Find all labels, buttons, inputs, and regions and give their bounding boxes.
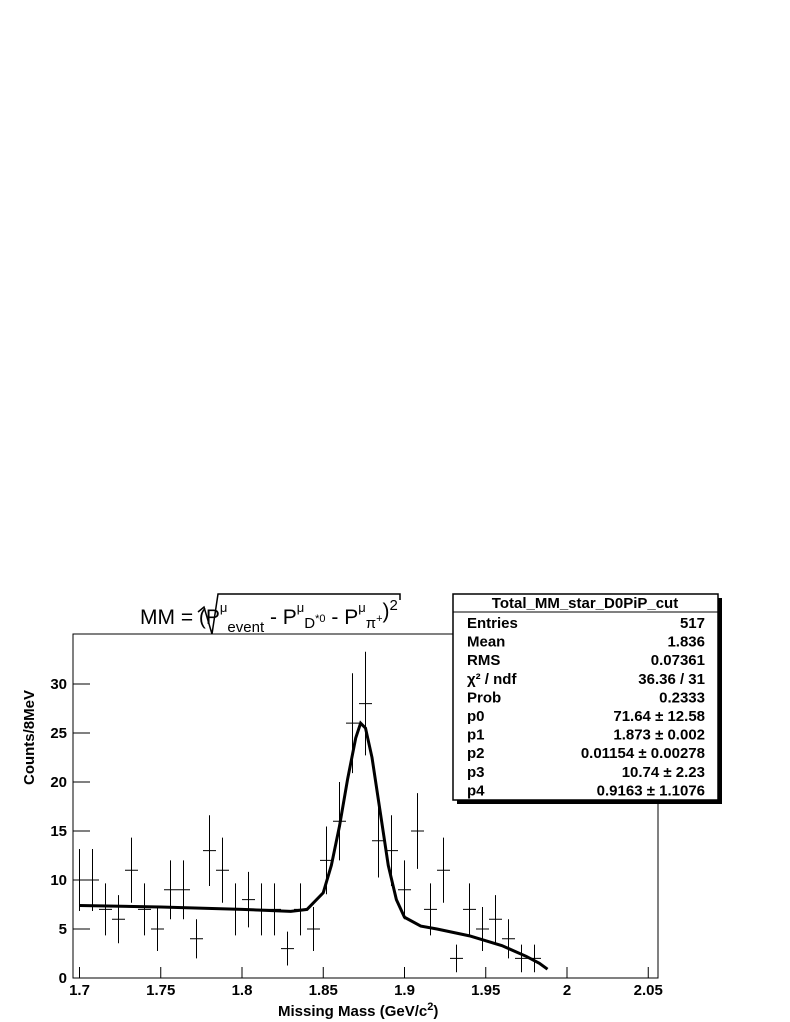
- data-point: [242, 871, 255, 928]
- title-part: (P: [199, 606, 220, 629]
- x-tick-label: 1.9: [394, 982, 415, 999]
- x-axis-label: Missing Mass (GeV/c2): [278, 1001, 438, 1020]
- stats-value: 0.9163 ± 1.1076: [597, 782, 705, 799]
- data-point: [372, 804, 385, 878]
- data-point: [307, 907, 320, 951]
- title-part: 2: [390, 597, 398, 614]
- y-axis-label: Counts/8MeV: [21, 690, 38, 785]
- data-point: [112, 895, 125, 944]
- data-point: [463, 883, 476, 936]
- chart-title: MM = (Pμevent - PμD*0 - Pμπ+)2: [140, 597, 398, 636]
- y-tick-label: 25: [50, 725, 67, 742]
- y-tick-label: 15: [50, 823, 67, 840]
- data-point: [125, 837, 138, 903]
- stats-label: p0: [467, 708, 485, 725]
- data-point: [203, 815, 216, 886]
- stats-value: 1.873 ± 0.002: [613, 727, 705, 744]
- title-part: μ: [358, 600, 366, 615]
- stats-box: Total_MM_star_D0PiP_cut Entries 517 Mean 1.…: [452, 593, 722, 804]
- x-label-part: Missing Mass (GeV/c: [278, 1003, 427, 1020]
- plot-area: 1.7 1.75 1.8 1.85 1.9 1.95 2 2.05 0 5 10 15 20 25 30: [50, 651, 663, 999]
- data-point: [489, 895, 502, 944]
- stats-value: 517: [680, 615, 705, 632]
- x-tick-label: 1.95: [471, 982, 500, 999]
- x-tick-label: 1.8: [232, 982, 253, 999]
- data-point: [437, 837, 450, 903]
- y-tick-label: 10: [50, 872, 67, 889]
- stats-value: 71.64 ± 12.58: [613, 708, 705, 725]
- data-point: [216, 837, 229, 903]
- data-point: [476, 907, 489, 951]
- stats-frame: [452, 593, 719, 801]
- stats-label: χ² / ndf: [467, 671, 517, 688]
- sqrt-sign: [197, 593, 401, 635]
- data-point: [502, 919, 515, 959]
- stats-value: 0.07361: [651, 652, 705, 669]
- frame: [72, 633, 659, 979]
- data-point: [359, 651, 372, 756]
- stats-label: Mean: [467, 634, 505, 651]
- data-point: [151, 907, 164, 951]
- title-part: μ: [220, 600, 228, 615]
- title-part: event: [227, 619, 265, 636]
- x-tick-label: 1.85: [309, 982, 338, 999]
- title-part: *0: [315, 613, 325, 625]
- y-tick-label: 5: [59, 921, 67, 938]
- data-point: [73, 849, 86, 911]
- fit-curve: [79, 720, 549, 971]
- data-point: [99, 883, 112, 936]
- x-tick-label: 1.7: [69, 982, 90, 999]
- stats-label: Prob: [467, 689, 501, 706]
- y-tick-label: 20: [50, 774, 67, 791]
- stats-label: p1: [467, 727, 485, 744]
- stats-value: 36.36 / 31: [638, 671, 705, 688]
- stats-title: Total_MM_star_D0PiP_cut: [492, 595, 678, 612]
- data-point: [177, 860, 190, 920]
- data-point: [164, 860, 177, 920]
- data-point: [398, 860, 411, 920]
- x-label-part: 2: [427, 1001, 433, 1013]
- x-tick-label: 1.75: [146, 982, 175, 999]
- stats-label: p3: [467, 764, 485, 781]
- title-part: MM =: [140, 606, 199, 629]
- title-part: - P: [264, 606, 297, 629]
- data-point: [281, 931, 294, 966]
- title-part: π: [366, 615, 376, 632]
- stats-value: 0.2333: [659, 689, 705, 706]
- stats-label: RMS: [467, 652, 500, 669]
- stats-value: 10.74 ± 2.23: [622, 764, 705, 781]
- stats-label: p4: [467, 782, 485, 799]
- x-label-part: ): [433, 1003, 438, 1020]
- y-tick-label: 30: [50, 676, 67, 693]
- title-part: D: [304, 615, 315, 632]
- data-point: [450, 944, 463, 973]
- data-point: [138, 883, 151, 936]
- data-point: [190, 919, 203, 959]
- title-part: +: [376, 613, 382, 625]
- data-point: [86, 849, 99, 911]
- stats-value: 0.01154 ± 0.00278: [581, 745, 705, 762]
- title-part: - P: [326, 606, 359, 629]
- data-point: [411, 793, 424, 869]
- x-tick-label: 2.05: [634, 982, 663, 999]
- y-tick-label: 0: [59, 970, 67, 987]
- stats-value: 1.836: [667, 634, 705, 651]
- title-part: μ: [297, 600, 305, 615]
- data-point: [515, 944, 528, 973]
- title-part: ): [383, 600, 390, 623]
- x-tick-label: 2: [563, 982, 571, 999]
- stats-label: p2: [467, 745, 485, 762]
- stats-label: Entries: [467, 615, 518, 632]
